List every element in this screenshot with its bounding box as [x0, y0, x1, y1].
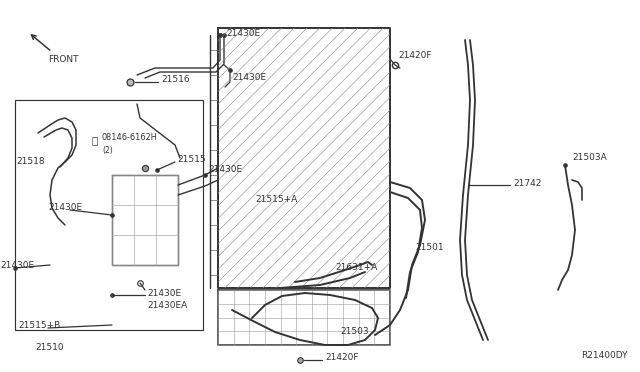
Text: 21516: 21516	[161, 76, 189, 84]
Text: 21515+A: 21515+A	[255, 196, 297, 205]
Text: 21503: 21503	[340, 327, 369, 337]
Text: 21503A: 21503A	[572, 154, 607, 163]
Bar	[15, 100, 203, 330]
Text: 21420F: 21420F	[398, 51, 431, 60]
Text: 08146-6162H: 08146-6162H	[102, 134, 157, 142]
Text: 21518: 21518	[16, 157, 45, 167]
Text: 21430E: 21430E	[232, 74, 266, 83]
Text: 21430E: 21430E	[226, 29, 260, 38]
Text: 21430EA: 21430EA	[147, 301, 188, 311]
Text: 21501: 21501	[415, 244, 444, 253]
Text: R21400DY: R21400DY	[582, 350, 628, 359]
Text: FRONT: FRONT	[48, 55, 79, 64]
Text: 21742: 21742	[513, 179, 541, 187]
Text: 21430E: 21430E	[48, 203, 82, 212]
Text: 21420F: 21420F	[325, 353, 358, 362]
Text: 21430E: 21430E	[147, 289, 181, 298]
Text: 21510: 21510	[35, 343, 63, 353]
Text: 21430E: 21430E	[208, 166, 242, 174]
Text: 21631+A: 21631+A	[335, 263, 377, 273]
Text: 21515+B: 21515+B	[18, 321, 60, 330]
Text: 21430E: 21430E	[0, 260, 34, 269]
Text: Ⓑ: Ⓑ	[92, 135, 98, 145]
Text: 21515: 21515	[177, 155, 205, 164]
Text: (2): (2)	[102, 145, 113, 154]
